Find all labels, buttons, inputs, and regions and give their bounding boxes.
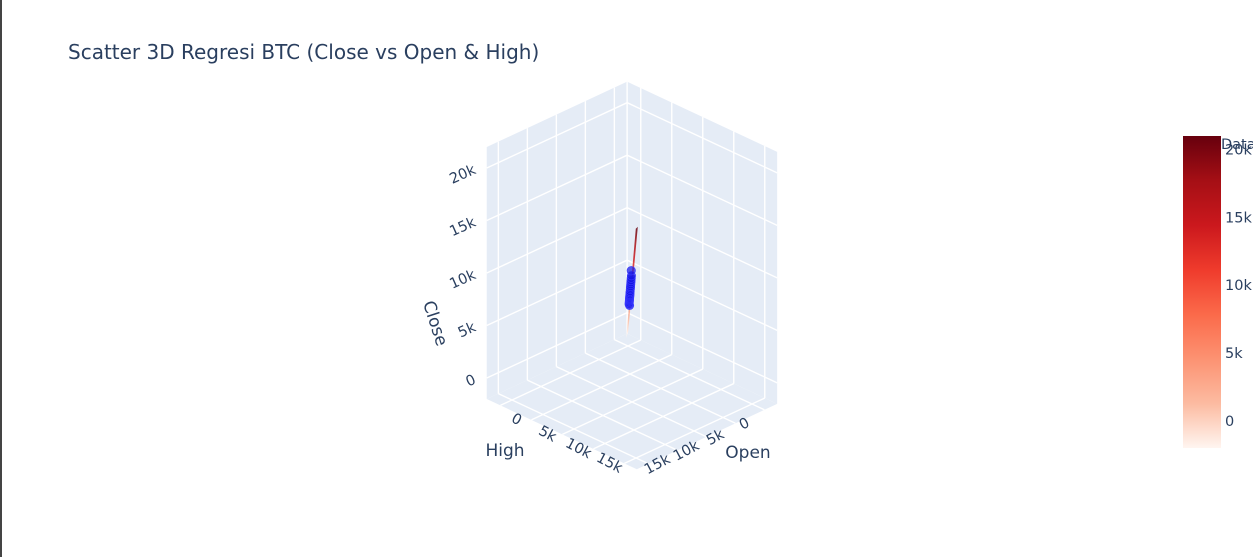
high-tick-label: 0	[737, 415, 753, 433]
grid-open-line	[593, 382, 735, 450]
close-axis-title: Close	[418, 298, 451, 348]
grid-close-line	[626, 207, 778, 279]
high-axis-title: High	[485, 441, 524, 461]
grid-open-line	[624, 397, 766, 465]
colorbar-tick-label: 0	[1225, 414, 1234, 430]
open-tick-label: 5k	[536, 423, 560, 446]
left-frame-border	[0, 0, 2, 557]
high-tick-label: 5k	[704, 426, 728, 449]
close-tick-label: 15k	[447, 214, 479, 240]
grid-close-line	[626, 154, 778, 226]
scatter-points	[624, 266, 636, 310]
colorbar-tick-label: 20k	[1225, 143, 1252, 159]
scatter-point	[626, 266, 636, 276]
grid-close-line	[626, 312, 778, 384]
close-tick-label: 10k	[447, 267, 479, 293]
chart-title: Scatter 3D Regresi BTC (Close vs Open & …	[68, 40, 540, 64]
close-tick-label: 20k	[447, 162, 479, 188]
grid-close-line	[486, 102, 628, 169]
colorbar-tick-label: 5k	[1225, 346, 1243, 362]
colorbar-tick-label: 10k	[1225, 278, 1252, 294]
grid-close-line	[486, 154, 628, 222]
grid-close-line	[626, 259, 778, 331]
grid-high-line	[556, 365, 707, 438]
grid-close-line	[486, 312, 628, 379]
colorbar-gradient	[1183, 136, 1221, 448]
colorbar-title: Data	[1221, 137, 1253, 153]
grid-close-line	[486, 207, 628, 274]
close-tick-label: 5k	[456, 319, 479, 341]
grid-high-line	[498, 392, 649, 465]
open-axis-title: Open	[725, 443, 770, 463]
close-tick-label: 0	[463, 372, 478, 390]
open-tick-label: 0	[508, 411, 524, 429]
colorbar-tick-label: 15k	[1225, 210, 1252, 226]
grid-high-line	[527, 379, 678, 451]
grid-close-line	[626, 102, 778, 174]
grid-close-line	[486, 259, 628, 327]
